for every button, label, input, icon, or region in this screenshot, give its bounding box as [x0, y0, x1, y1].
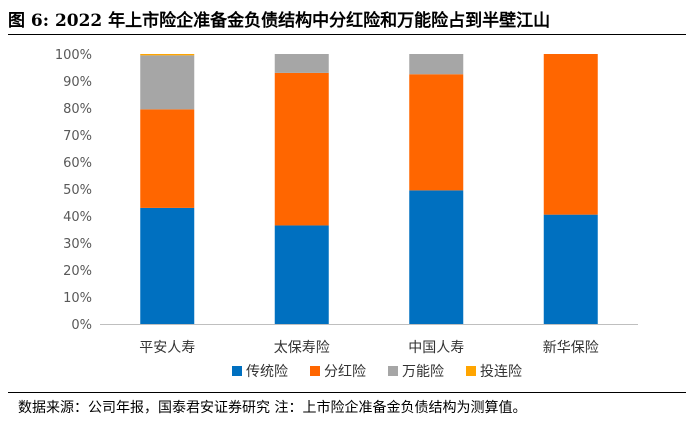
y-tick-label: 90% — [63, 75, 92, 90]
legend-label: 分红险 — [324, 364, 366, 380]
y-tick-label: 100% — [55, 48, 92, 63]
y-tick-label: 10% — [63, 291, 92, 306]
figure-title: 图 6: 2022 年上市险企准备金负债结构中分红险和万能险占到半壁江山 — [8, 11, 551, 31]
y-tick-label: 0% — [71, 318, 92, 333]
bar-segment — [409, 190, 464, 324]
legend-label: 传统险 — [246, 364, 288, 380]
bar-segment — [274, 225, 329, 324]
title-rule — [8, 34, 686, 35]
chart-bars — [140, 54, 598, 324]
y-tick-label: 80% — [63, 102, 92, 117]
legend-swatch — [466, 366, 476, 376]
legend-swatch — [232, 366, 242, 376]
y-tick-label: 30% — [63, 237, 92, 252]
bar-segment — [140, 55, 195, 110]
bar-segment — [543, 214, 598, 324]
bar-segment — [140, 54, 195, 56]
y-tick-label: 20% — [63, 264, 92, 279]
x-category-label: 新华保险 — [543, 340, 599, 356]
x-category-label: 中国人寿 — [408, 339, 464, 356]
bar-segment — [543, 54, 598, 215]
x-category-label: 太保寿险 — [274, 339, 330, 356]
source-rule — [8, 392, 686, 393]
legend-label: 万能险 — [402, 364, 444, 380]
source-note: 数据来源：公司年报，国泰君安证券研究 注：上市险企准备金负债结构为测算值。 — [18, 400, 527, 416]
legend-label: 投连险 — [480, 364, 522, 380]
bar-segment — [409, 74, 464, 191]
bar-segment — [274, 54, 329, 73]
bar-segment — [140, 109, 195, 208]
y-tick-label: 70% — [63, 129, 92, 144]
chart-legend: 传统险 分红险 万能险 投连险 — [232, 364, 522, 380]
bar-segment — [274, 72, 329, 226]
y-tick-label: 40% — [63, 210, 92, 225]
bar-segment — [409, 54, 464, 75]
y-tick-label: 60% — [63, 156, 92, 171]
x-category-label: 平安人寿 — [139, 339, 195, 356]
y-tick-label: 50% — [63, 183, 92, 198]
bar-segment — [140, 207, 195, 324]
legend-swatch — [388, 366, 398, 376]
legend-swatch — [310, 366, 320, 376]
chart-axes: 0% 10% 20% 30% 40% 50% 60% 70% 80% 90% 100% 平安人寿 太保寿… — [55, 48, 638, 356]
